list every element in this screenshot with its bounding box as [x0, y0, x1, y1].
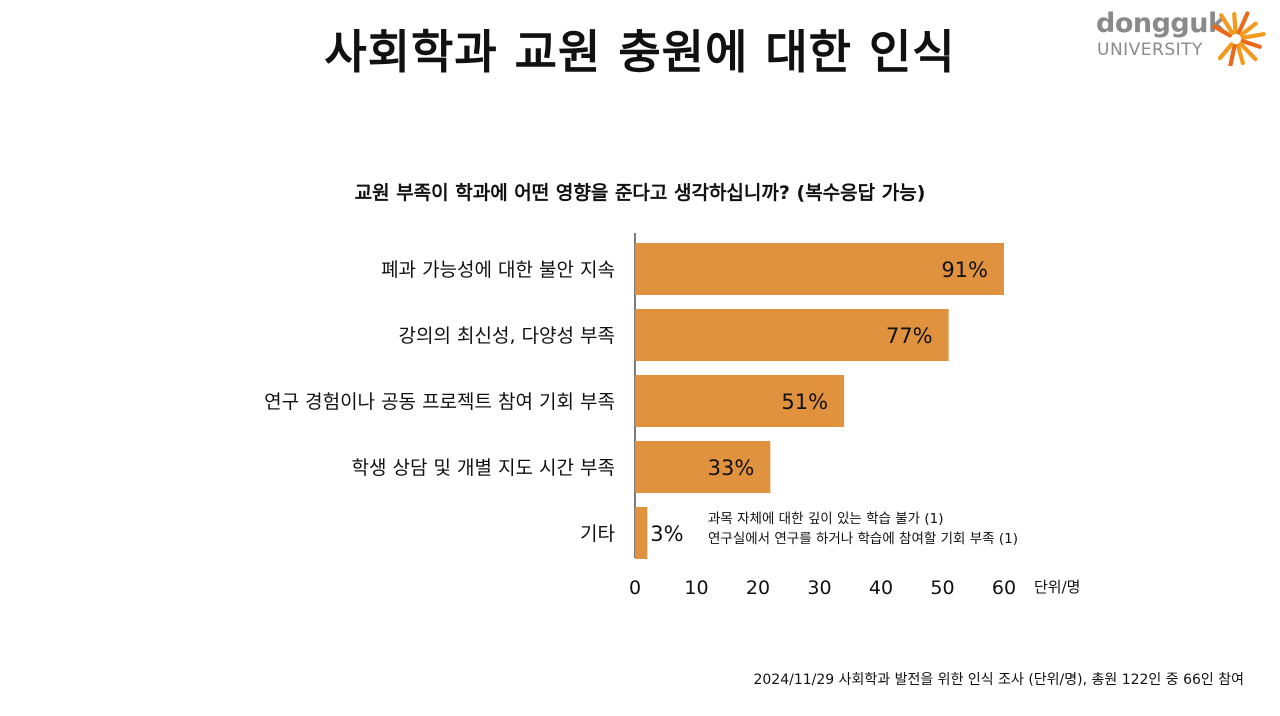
bar — [635, 243, 1004, 295]
bar — [635, 507, 648, 559]
data-label: 33% — [708, 456, 755, 480]
category-label: 강의의 최신성, 다양성 부족 — [399, 325, 615, 347]
x-tick-label: 40 — [869, 577, 893, 599]
category-label: 학생 상담 및 개별 지도 시간 부족 — [352, 457, 615, 479]
category-label: 폐과 가능성에 대한 불안 지속 — [381, 259, 615, 281]
data-label: 3% — [650, 522, 683, 546]
survey-footnote: 2024/11/29 사회학과 발전을 위한 인식 조사 (단위/명), 총원 … — [753, 672, 1244, 688]
logo-word: dongguk — [1096, 8, 1226, 39]
unit-label: 단위/명 — [1034, 578, 1080, 596]
category-label: 연구 경험이나 공동 프로젝트 참여 기회 부족 — [264, 391, 615, 413]
logo-ray — [1238, 41, 1258, 62]
logo-ray — [1236, 11, 1250, 35]
category-label: 기타 — [580, 523, 615, 545]
annotation-line: 과목 자체에 대한 깊이 있는 학습 불가 (1) — [708, 511, 943, 527]
university-logo: dongguk UNIVERSITY — [1096, 6, 1272, 68]
x-tick-label: 60 — [992, 577, 1016, 599]
x-tick-label: 20 — [746, 577, 770, 599]
logo-ray — [1217, 42, 1234, 61]
x-tick-label: 0 — [629, 577, 641, 599]
logo-ray — [1240, 39, 1262, 49]
annotation-line: 연구실에서 연구를 하거나 학습에 참여할 기회 부족 (1) — [708, 531, 1018, 547]
logo-ray — [1232, 11, 1238, 35]
logo-ray — [1239, 21, 1258, 37]
logo-ray — [1235, 43, 1245, 66]
sunburst-logo-icon — [1212, 11, 1266, 66]
bar — [635, 309, 949, 361]
data-label: 91% — [941, 258, 988, 282]
data-label: 51% — [781, 390, 828, 414]
x-tick-label: 50 — [930, 577, 954, 599]
logo-ray — [1228, 43, 1237, 66]
logo-ray — [1219, 13, 1235, 36]
data-label: 77% — [886, 324, 933, 348]
page-title: 사회학과 교원 충원에 대한 인식 — [324, 25, 956, 79]
bar — [635, 441, 771, 493]
logo-ray — [1240, 32, 1266, 40]
logo-ray — [1212, 24, 1233, 38]
x-tick-label: 30 — [807, 577, 831, 599]
chart-title: 교원 부족이 학과에 어떤 영향을 준다고 생각하십니까? (복수응답 가능) — [354, 182, 926, 204]
logo-subtitle: UNIVERSITY — [1097, 40, 1203, 60]
x-tick-label: 10 — [684, 577, 708, 599]
bar — [635, 375, 845, 427]
